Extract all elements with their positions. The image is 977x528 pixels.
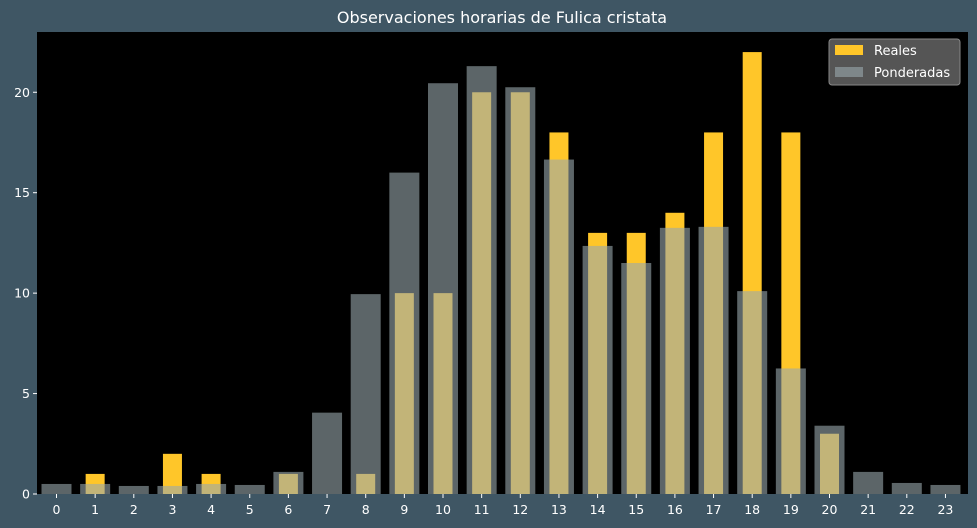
x-tick-label: 21 xyxy=(860,502,876,517)
x-tick-label: 7 xyxy=(323,502,331,517)
chart-title: Observaciones horarias de Fulica cristat… xyxy=(337,8,667,27)
y-tick-label: 10 xyxy=(14,286,30,301)
y-tick-label: 15 xyxy=(14,185,30,200)
bar-ponderadas-18 xyxy=(737,291,768,494)
bar-ponderadas-0 xyxy=(41,483,72,494)
y-tick-label: 20 xyxy=(14,85,30,100)
bar-ponderadas-19 xyxy=(775,368,806,494)
bar-ponderadas-3 xyxy=(157,485,188,494)
x-tick-label: 15 xyxy=(628,502,644,517)
bar-ponderadas-8 xyxy=(350,294,381,494)
bar-ponderadas-13 xyxy=(543,159,574,494)
bar-ponderadas-17 xyxy=(698,226,729,494)
x-tick-label: 10 xyxy=(435,502,451,517)
x-tick-label: 19 xyxy=(783,502,799,517)
x-tick-label: 11 xyxy=(474,502,490,517)
y-axis: 0 5 10 15 20 xyxy=(14,85,37,502)
bar-ponderadas-1 xyxy=(80,483,111,494)
bar-ponderadas-20 xyxy=(814,425,845,494)
x-tick-label: 12 xyxy=(512,502,528,517)
x-tick-label: 2 xyxy=(130,502,138,517)
bar-reales-3 xyxy=(162,453,182,494)
x-tick-label: 9 xyxy=(400,502,408,517)
bar-ponderadas-5 xyxy=(234,484,265,494)
x-tick-label: 4 xyxy=(207,502,215,517)
bar-ponderadas-7 xyxy=(312,412,343,494)
bar-ponderadas-15 xyxy=(621,263,652,494)
bar-ponderadas-16 xyxy=(659,227,690,494)
x-axis: 0 1 2 3 4 5 6 7 8 9 10 11 12 13 14 15 16 17 18 19 20 21 22 23 xyxy=(53,494,953,517)
x-tick-label: 20 xyxy=(822,502,838,517)
legend-label-reales: Reales xyxy=(874,44,917,59)
x-tick-label: 8 xyxy=(362,502,370,517)
bars-ponderadas xyxy=(41,66,961,494)
x-tick-label: 3 xyxy=(168,502,176,517)
bar-ponderadas-12 xyxy=(505,87,536,494)
x-tick-label: 13 xyxy=(551,502,567,517)
bar-ponderadas-21 xyxy=(853,471,884,494)
bar-ponderadas-11 xyxy=(466,66,497,494)
x-tick-label: 5 xyxy=(246,502,254,517)
x-tick-label: 1 xyxy=(91,502,99,517)
x-tick-label: 6 xyxy=(284,502,292,517)
bar-ponderadas-4 xyxy=(196,483,227,494)
x-tick-label: 18 xyxy=(744,502,760,517)
x-tick-label: 23 xyxy=(937,502,953,517)
legend-swatch-reales xyxy=(835,45,863,55)
x-tick-label: 22 xyxy=(899,502,915,517)
plot-area xyxy=(37,32,968,494)
bar-ponderadas-6 xyxy=(273,471,304,494)
bar-ponderadas-9 xyxy=(389,172,420,494)
bar-ponderadas-2 xyxy=(118,485,149,494)
legend: Reales Ponderadas xyxy=(828,38,961,86)
x-tick-label: 17 xyxy=(706,502,722,517)
x-tick-label: 14 xyxy=(590,502,606,517)
legend-swatch-ponderadas xyxy=(835,67,863,77)
bar-ponderadas-14 xyxy=(582,245,613,494)
legend-label-ponderadas: Ponderadas xyxy=(874,66,950,81)
x-tick-label: 0 xyxy=(53,502,61,517)
bar-ponderadas-23 xyxy=(930,484,961,494)
y-tick-label: 5 xyxy=(22,386,30,401)
bar-ponderadas-22 xyxy=(891,482,922,494)
y-tick-label: 0 xyxy=(22,487,30,502)
x-tick-label: 16 xyxy=(667,502,683,517)
bar-ponderadas-10 xyxy=(428,83,458,494)
